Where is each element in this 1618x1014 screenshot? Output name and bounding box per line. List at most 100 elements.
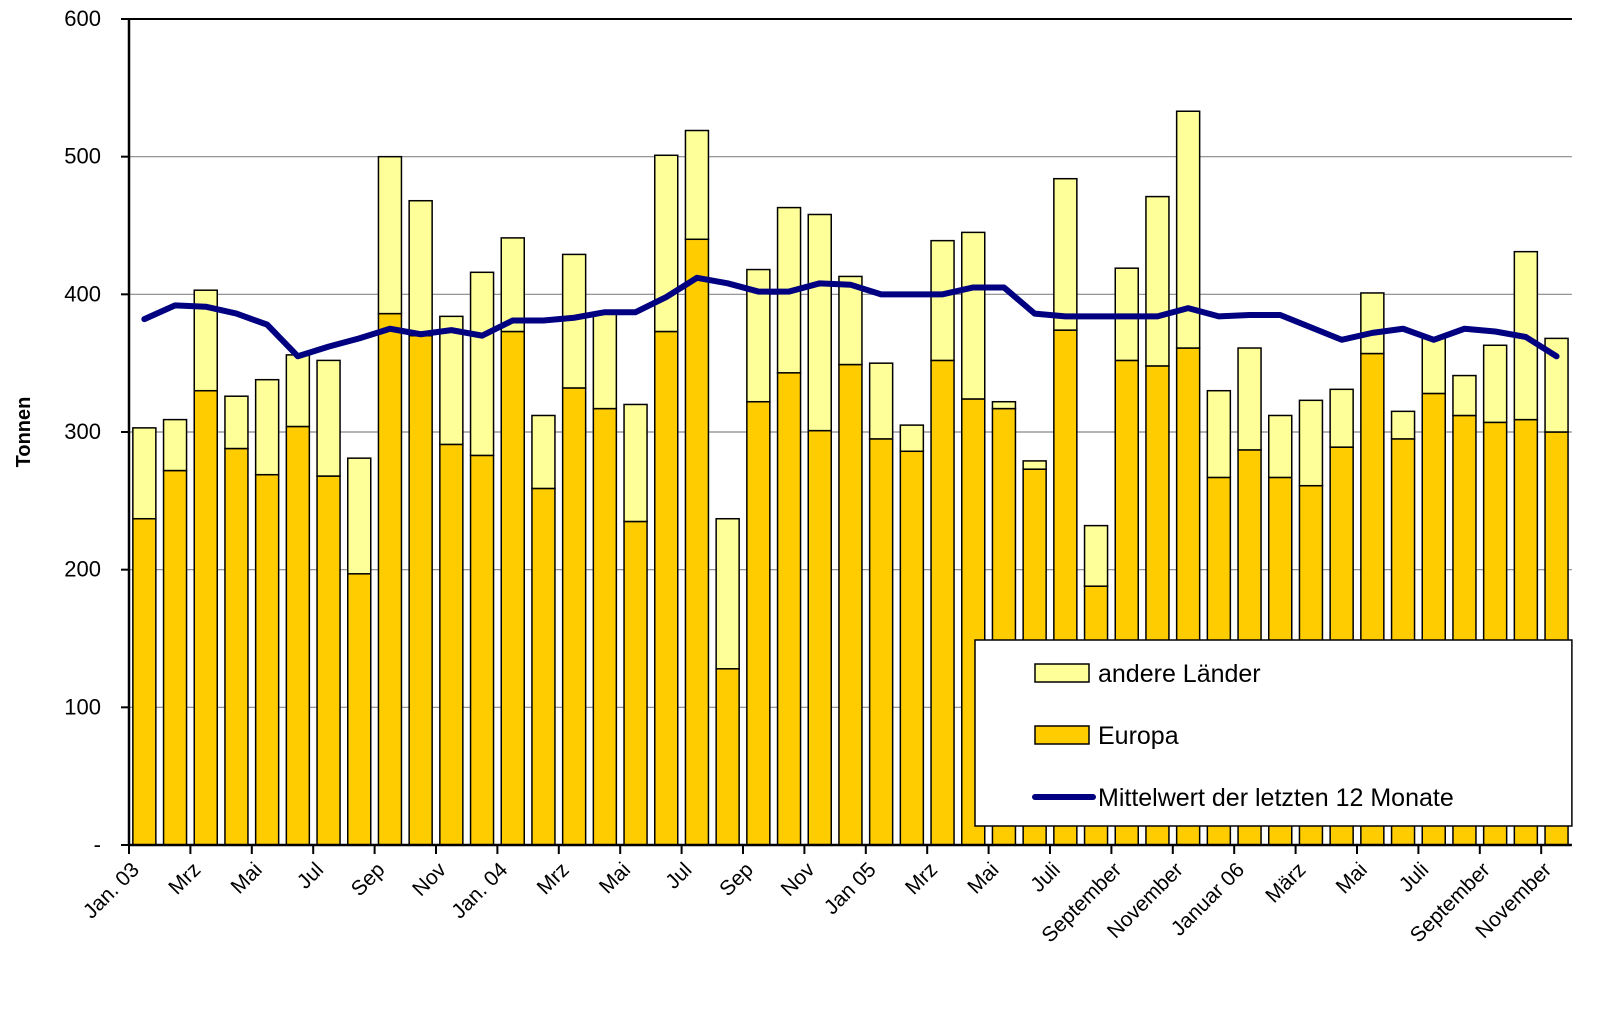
- bar-segment: [746, 400, 771, 846]
- bar-segment: [193, 289, 218, 392]
- bar-segment: [316, 359, 341, 477]
- bar-segment: [531, 414, 556, 490]
- bar-segment: [347, 573, 372, 846]
- bar-segment: [899, 424, 925, 453]
- bar-segment: [193, 389, 218, 846]
- x-tick-label: Mai: [1332, 858, 1372, 898]
- bar-segment: [1145, 195, 1170, 367]
- bar-segment: [285, 354, 311, 428]
- bar-segment: [1390, 410, 1416, 440]
- y-tick-label: 200: [64, 557, 101, 582]
- x-tick-label: Mai: [226, 858, 266, 898]
- bar-segment: [162, 469, 188, 846]
- bar-segment: [254, 473, 280, 846]
- legend-swatch: [1034, 725, 1090, 745]
- bar-segment: [1482, 344, 1508, 424]
- bar-segment: [623, 520, 648, 846]
- x-tick-label: Sep: [347, 858, 390, 901]
- bar-segment: [1175, 110, 1201, 349]
- x-tick-label: Mrz: [164, 858, 205, 899]
- bar-segment: [1421, 337, 1446, 395]
- bar-segment: [592, 312, 618, 410]
- x-tick-label: Mrz: [901, 858, 942, 899]
- bar-segment: [531, 487, 556, 846]
- y-axis-label: Tonnen: [13, 397, 35, 468]
- bar-segment: [807, 429, 832, 846]
- y-tick-label: 500: [64, 144, 101, 169]
- y-tick-label: 600: [64, 6, 101, 31]
- bar-segment: [224, 447, 249, 846]
- x-tick-label: Mrz: [533, 858, 574, 899]
- legend-label: Mittelwert der letzten 12 Monate: [1098, 784, 1454, 812]
- bar-segment: [347, 457, 372, 575]
- bar-segment: [1360, 292, 1385, 355]
- x-tick-label: Jan. 04: [447, 858, 512, 923]
- bar-segment: [439, 443, 464, 846]
- bar-segment: [132, 517, 157, 846]
- bar-segment: [1329, 388, 1354, 448]
- y-tick-label: 100: [64, 694, 101, 719]
- bar-segment: [684, 238, 710, 846]
- bar-segment: [838, 363, 863, 846]
- line-series: [141, 274, 1560, 360]
- bar-segment: [500, 330, 525, 846]
- bar-segment: [838, 275, 863, 366]
- bar-segment: [1022, 460, 1047, 470]
- bar-segment: [899, 450, 925, 846]
- bar-segment: [162, 418, 188, 472]
- bar-segment: [469, 271, 495, 457]
- x-tick-label: Nov: [408, 858, 451, 901]
- bar-segment: [746, 268, 771, 403]
- bar-segment: [439, 315, 464, 446]
- bar-segment: [961, 231, 986, 400]
- bar-segment: [991, 400, 1017, 410]
- bar-segment: [715, 668, 740, 846]
- bar-segment: [684, 129, 710, 241]
- bar-segment: [1268, 414, 1293, 479]
- bar-segment: [408, 199, 433, 337]
- bar-segment: [930, 359, 955, 846]
- y-tick-label: -: [94, 832, 101, 857]
- bar-segment: [1298, 399, 1324, 487]
- legend-label: andere Länder: [1098, 660, 1261, 688]
- bar-segment: [1053, 177, 1078, 331]
- bar-segment: [561, 387, 587, 846]
- bar-segment: [285, 425, 311, 846]
- x-tick-label: Sep: [715, 858, 758, 901]
- legend-swatch: [1034, 663, 1090, 683]
- bar-segment: [807, 213, 832, 432]
- x-tick-label: Jul: [293, 858, 328, 893]
- bar-segment: [224, 395, 249, 450]
- x-tick-label: Juli: [1026, 858, 1065, 897]
- bar-segment: [623, 403, 648, 523]
- bar-segment: [500, 237, 525, 333]
- bar-segment: [776, 372, 802, 846]
- bar-segment: [654, 154, 679, 333]
- x-tick-label: Jan. 03: [79, 858, 144, 923]
- bar-segment: [868, 362, 894, 440]
- bar-segment: [868, 438, 894, 846]
- bar-segment: [1206, 389, 1232, 479]
- bar-segment: [377, 155, 403, 315]
- y-tick-label: 300: [64, 419, 101, 444]
- bar-segment: [1544, 337, 1569, 433]
- bar-segment: [408, 334, 433, 846]
- bar-segment: [316, 475, 341, 846]
- bar-segment: [132, 427, 157, 520]
- x-tick-label: Mai: [963, 858, 1003, 898]
- x-tick-label: Juli: [1395, 858, 1434, 897]
- bar-segment: [592, 407, 618, 846]
- bar-segment: [715, 517, 740, 670]
- bar-segment: [654, 330, 679, 846]
- y-tick-label: 400: [64, 281, 101, 306]
- x-tick-label: Nov: [777, 858, 820, 901]
- bar-segment: [1083, 524, 1109, 587]
- bar-segment: [1237, 347, 1262, 451]
- x-tick-label: Jul: [661, 858, 696, 893]
- x-tick-label: März: [1261, 858, 1310, 907]
- x-tick-label: Mai: [595, 858, 635, 898]
- bar-segment: [1452, 374, 1477, 417]
- bar-segment: [377, 312, 403, 846]
- legend-label: Europa: [1098, 722, 1179, 750]
